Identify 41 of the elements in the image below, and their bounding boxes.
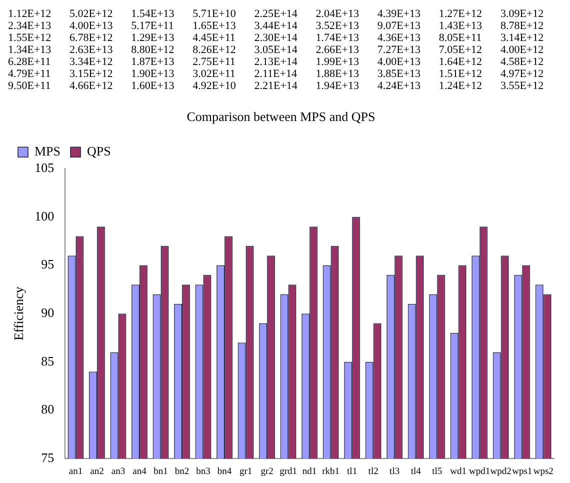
y-tick-label: 75: [41, 450, 54, 466]
y-axis-title: Efficiency: [11, 286, 26, 341]
y-tick-label: 105: [34, 160, 54, 176]
x-tick-label: bn2: [174, 466, 190, 477]
x-tick-label: wps1: [512, 466, 532, 477]
x-tick-label: wd1: [450, 466, 467, 477]
x-tick-label: nd1: [302, 466, 317, 477]
x-tick-label: wpd1: [469, 466, 490, 477]
y-tick-label: 90: [41, 305, 54, 320]
x-tick-label: tl3: [390, 466, 400, 477]
text: 1.34E+13 2.63E+13 8.80E+12 8.26E+12 3.05E+14 2.66E+13 7.27E+13 7.05E+12 4.00E+12: [8, 44, 544, 56]
x-tick-label: an4: [132, 466, 147, 477]
x-tick-label: tl5: [432, 466, 442, 477]
x-tick-label: wps2: [533, 466, 554, 477]
y-tick-label: 85: [41, 353, 54, 368]
x-tick-label: gr2: [260, 466, 274, 477]
x-tick-label: tl4: [410, 466, 422, 477]
text: 1.55E+12 6.78E+12 1.29E+13 4.45E+11 2.30E+14 1.74E+13 4.36E+13 8.05E+11 3.14E+12: [8, 32, 544, 44]
legend-label: QPS: [87, 144, 111, 159]
x-tick-label: grd1: [280, 466, 298, 477]
text: 4.79E+11 3.15E+12 1.90E+13 3.02E+11 2.11E+14 1.88E+13 3.85E+13 1.51E+12 4.97E+12: [8, 68, 544, 80]
x-tick-label: an1: [68, 466, 83, 477]
y-tick-label: 100: [34, 208, 54, 224]
x-tick-label: tl1: [347, 466, 358, 477]
x-tick-label: tl2: [368, 466, 379, 477]
text: 2.34E+13 4.00E+13 5.17E+11 1.65E+13 3.44E+14 3.52E+13 9.07E+13 1.43E+13 8.78E+12: [8, 20, 544, 32]
x-tick-label: bn4: [217, 466, 232, 477]
text: 6.28E+11 3.34E+12 1.87E+13 2.75E+11 2.13E+14 1.99E+13 4.00E+13 1.64E+12 4.58E+12: [8, 56, 544, 68]
chart-title: Comparison between MPS and QPS: [186, 109, 376, 124]
x-tick-label: bn3: [196, 466, 211, 477]
y-tick-label: 95: [41, 256, 54, 272]
legend-label: MPS: [34, 144, 61, 159]
x-tick-label: wpd2: [490, 466, 512, 477]
x-tick-label: rkb1: [322, 466, 340, 477]
x-tick-label: an3: [111, 466, 126, 477]
text: 9.50E+11 4.66E+12 1.60E+13 4.92E+10 2.21E+14 1.94E+13 4.24E+13 1.24E+12 3.55E+12: [8, 80, 544, 92]
x-tick-label: an2: [90, 466, 104, 477]
x-tick-label: bn1: [154, 466, 168, 477]
text: 1.12E+12 5.02E+12 1.54E+13 5.71E+10 2.25E+14 2.04E+13 4.39E+13 1.27E+12 3.09E+12: [8, 8, 544, 20]
x-tick-label: gr1: [239, 466, 252, 477]
y-tick-label: 80: [41, 402, 54, 417]
